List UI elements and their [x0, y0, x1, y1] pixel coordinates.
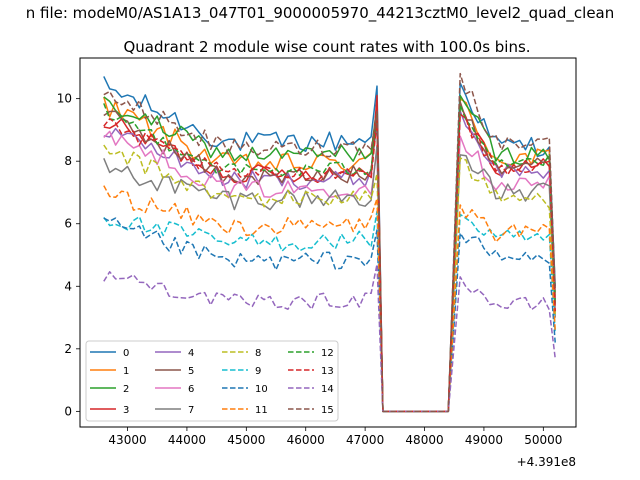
x-tick-label: 44000	[168, 433, 206, 447]
plot-lines	[103, 72, 556, 413]
series-line-14	[103, 263, 556, 413]
x-tick-label: 49000	[465, 433, 503, 447]
legend-label-12: 12	[321, 348, 334, 359]
legend-label-3: 3	[123, 405, 129, 416]
x-tick-label: 48000	[405, 433, 443, 447]
chart-title: Quadrant 2 module wise count rates with …	[123, 38, 530, 56]
y-tick-label: 8	[64, 154, 72, 168]
legend-box	[85, 340, 339, 422]
y-axis: 0 2 4 6 8 10	[57, 92, 80, 418]
series-line-13	[103, 113, 556, 413]
x-tick-label: 50000	[524, 433, 562, 447]
series-line-0	[103, 76, 556, 413]
x-offset-label: +4.391e8	[517, 455, 576, 469]
series-line-5	[103, 101, 556, 413]
x-axis: 43000 44000 45000 46000 47000 48000 49000 50000	[108, 427, 562, 447]
series-line-4	[103, 110, 556, 413]
series-line-6	[103, 130, 556, 413]
x-tick-label: 46000	[287, 433, 325, 447]
y-tick-label: 0	[64, 404, 72, 418]
legend-label-6: 6	[188, 384, 194, 395]
series-line-10	[103, 217, 556, 413]
legend-label-10: 10	[255, 384, 268, 395]
y-tick-label: 2	[64, 342, 72, 356]
legend-label-0: 0	[123, 348, 129, 359]
legend-label-4: 4	[188, 348, 194, 359]
legend-label-5: 5	[188, 366, 194, 377]
legend-label-7: 7	[188, 405, 194, 416]
y-tick-label: 6	[64, 217, 72, 231]
series-line-11	[103, 185, 556, 413]
series-line-8	[103, 144, 556, 413]
plot-frame	[79, 57, 577, 428]
x-tick-label: 45000	[227, 433, 265, 447]
series-line-9	[103, 210, 556, 413]
y-tick-label: 10	[57, 92, 72, 106]
legend-label-11: 11	[255, 405, 268, 416]
y-tick-label: 4	[64, 279, 72, 293]
legend-label-2: 2	[123, 384, 129, 395]
legend-label-14: 14	[321, 384, 334, 395]
series-line-15	[103, 72, 556, 413]
legend-label-13: 13	[321, 366, 334, 377]
legend-label-1: 1	[123, 366, 129, 377]
legend-label-15: 15	[321, 405, 334, 416]
figure-suptitle: n file: modeM0/AS1A13_047T01_9000005970_…	[25, 4, 615, 22]
x-tick-label: 47000	[346, 433, 384, 447]
series-line-7	[103, 144, 556, 413]
legend-label-8: 8	[255, 348, 261, 359]
x-tick-label: 43000	[108, 433, 146, 447]
series-line-12	[103, 103, 556, 413]
legend-label-9: 9	[255, 366, 261, 377]
